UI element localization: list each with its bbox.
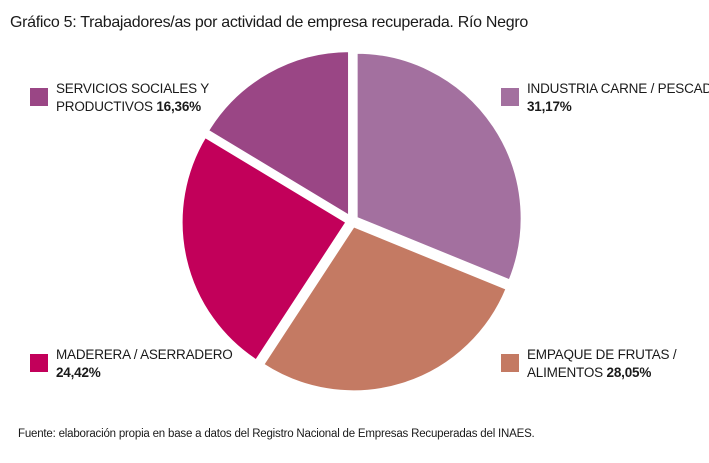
legend-servicios: SERVICIOS SOCIALES Y PRODUCTIVOS 16,36% [30,80,209,116]
legend-percent: 24,42% [56,365,101,380]
legend-empaque: EMPAQUE DE FRUTAS / ALIMENTOS 28,05% [501,346,677,382]
legend-label: INDUSTRIA CARNE / PESCADO 31,17% [527,80,709,116]
legend-label-line2: PRODUCTIVOS [56,99,153,114]
slice-empaque-frutas-alimentos [261,224,509,394]
chart-title: Gráfico 5: Trabajadores/as por actividad… [10,14,528,31]
legend-swatch [501,88,519,106]
legend-label: EMPAQUE DE FRUTAS / ALIMENTOS 28,05% [527,346,677,382]
legend-label-line1: MADERERA / ASERRADERO [56,347,233,362]
legend-label-line1: EMPAQUE DE FRUTAS / [527,347,677,362]
legend-industria: INDUSTRIA CARNE / PESCADO 31,17% [501,80,709,116]
slice-maderera-aserradero [179,134,349,363]
legend-label: SERVICIOS SOCIALES Y PRODUCTIVOS 16,36% [56,80,209,116]
slice-industria-carne-pescado [354,50,524,283]
legend-label-line2: ALIMENTOS [527,365,603,380]
legend-percent: 28,05% [606,365,652,380]
legend-maderera: MADERERA / ASERRADERO 24,42% [30,346,233,382]
legend-label: MADERERA / ASERRADERO 24,42% [56,346,233,382]
legend-label-line1: INDUSTRIA CARNE / PESCADO [527,81,709,96]
legend-swatch [501,354,519,372]
legend-percent: 31,17% [527,99,572,114]
source-note: Fuente: elaboración propia en base a dat… [18,428,535,440]
pie-slices [179,49,524,394]
legend-swatch [30,88,48,106]
legend-swatch [30,354,48,372]
slice-servicios-sociales-productivos [205,49,352,219]
legend-label-line1: SERVICIOS SOCIALES Y [56,81,210,96]
legend-percent: 16,36% [156,99,201,114]
